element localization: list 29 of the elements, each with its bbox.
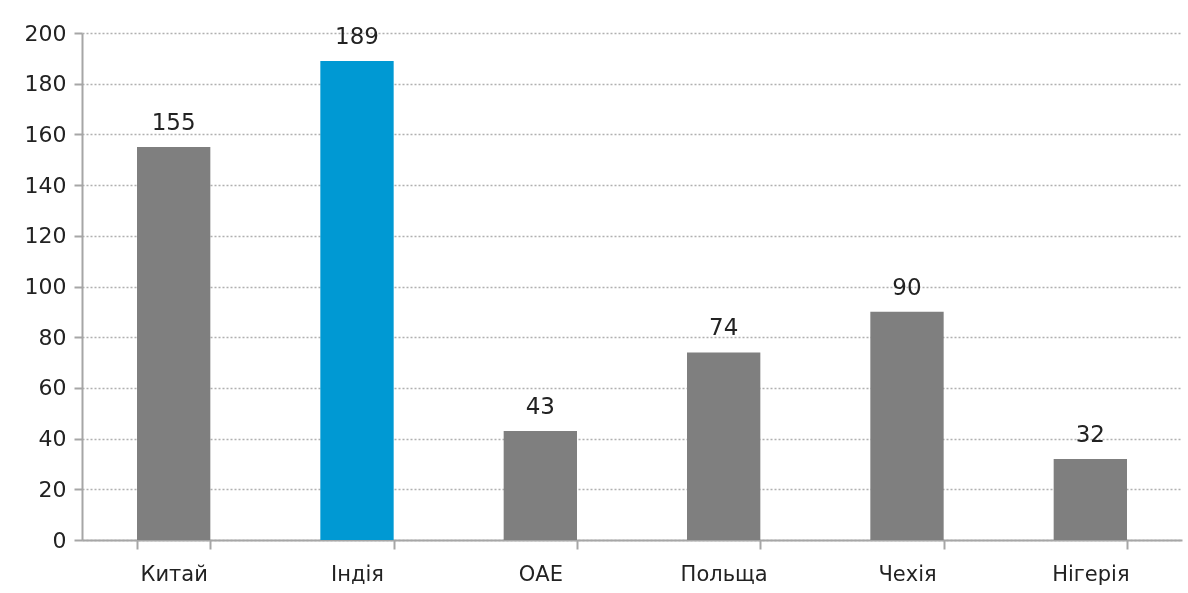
y-tick-label: 120 (24, 223, 67, 249)
x-tick-label: Нігерія (1052, 561, 1130, 586)
y-tick-label: 0 (52, 527, 67, 553)
y-tick-label: 40 (38, 426, 67, 452)
y-tick-label: 60 (38, 375, 67, 401)
bar (870, 311, 944, 540)
data-label: 43 (525, 392, 555, 419)
data-label: 189 (335, 22, 379, 49)
bar (1053, 458, 1127, 540)
y-tick-label: 80 (38, 324, 67, 350)
data-label: 90 (892, 273, 922, 300)
data-label: 74 (709, 314, 739, 341)
data-label: 32 (1075, 420, 1105, 447)
x-tick-label: Індія (331, 561, 384, 586)
y-tick-label: 160 (24, 121, 67, 147)
bar (503, 431, 577, 540)
x-tick-label: ОАЕ (518, 561, 563, 586)
y-tick-label: 20 (38, 476, 67, 502)
bar (320, 60, 394, 540)
data-label: 155 (151, 109, 196, 136)
x-tick-label: Польща (680, 561, 768, 586)
y-tick-label: 180 (24, 71, 67, 97)
y-tick-label: 100 (24, 274, 67, 299)
x-tick-label: Китай (140, 561, 208, 586)
bar (137, 147, 211, 540)
y-tick-label: 200 (24, 20, 67, 46)
bar (687, 352, 761, 540)
x-tick-label: Чехія (878, 561, 937, 586)
y-tick-label: 140 (24, 172, 67, 198)
